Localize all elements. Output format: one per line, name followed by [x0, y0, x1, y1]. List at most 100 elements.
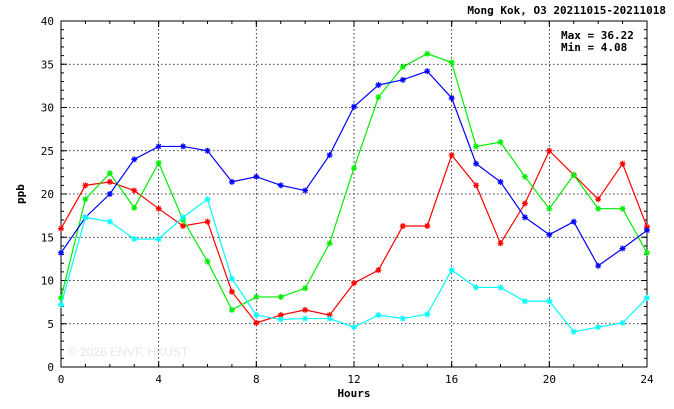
axis-ticks: 0 4 8 12 16 20 24 0 5 10 15 20 25 30 35 40 — [41, 15, 654, 386]
x-tick-label: 20 — [543, 373, 556, 386]
data-point — [253, 173, 260, 180]
data-point — [228, 306, 235, 313]
data-point — [448, 267, 455, 274]
data-point — [326, 240, 333, 247]
data-point — [253, 293, 260, 300]
x-tick-label: 12 — [347, 373, 360, 386]
data-point — [375, 82, 382, 89]
data-point — [448, 94, 455, 101]
data-point — [351, 103, 357, 110]
data-point — [399, 223, 406, 230]
data-point — [521, 200, 528, 207]
x-axis-label: Hours — [337, 387, 370, 400]
data-point — [58, 225, 64, 232]
data-point — [277, 316, 284, 323]
data-point — [473, 182, 480, 189]
data-point — [302, 187, 309, 194]
data-point — [595, 262, 602, 269]
data-point — [497, 139, 504, 146]
data-point — [644, 249, 650, 256]
data-point — [424, 50, 431, 57]
data-point — [228, 178, 235, 185]
data-point — [497, 240, 504, 247]
data-point — [253, 319, 260, 326]
data-point — [302, 285, 309, 292]
data-point — [521, 298, 528, 305]
data-point — [326, 312, 333, 319]
data-point — [448, 152, 455, 159]
x-tick-label: 16 — [445, 373, 458, 386]
data-point — [375, 94, 382, 101]
data-point — [644, 223, 650, 230]
data-point — [180, 214, 187, 221]
y-tick-label: 0 — [47, 361, 54, 374]
data-point — [326, 152, 333, 159]
series-0 — [58, 147, 650, 326]
data-point — [644, 294, 650, 301]
series-group — [58, 50, 650, 335]
data-point — [570, 218, 577, 225]
data-point — [351, 165, 357, 172]
data-point — [58, 294, 64, 301]
data-point — [644, 227, 650, 234]
data-point — [155, 235, 162, 242]
series-1 — [58, 50, 650, 313]
y-tick-label: 15 — [41, 231, 54, 244]
data-point — [399, 315, 406, 322]
data-point — [204, 218, 211, 225]
x-tick-label: 24 — [640, 373, 654, 386]
watermark: © 2026 ENVF, HKUST — [68, 345, 189, 359]
data-point — [131, 187, 138, 194]
data-point — [155, 159, 162, 166]
data-point — [497, 178, 504, 185]
y-tick-label: 25 — [41, 145, 54, 158]
data-point — [595, 205, 602, 212]
data-point — [131, 235, 138, 242]
data-point — [546, 298, 553, 305]
data-point — [58, 249, 64, 256]
data-point — [619, 205, 626, 212]
data-point — [497, 284, 504, 291]
data-point — [546, 205, 553, 212]
data-point — [619, 245, 626, 252]
data-point — [155, 205, 162, 212]
x-tick-label: 8 — [253, 373, 260, 386]
data-point — [204, 196, 211, 203]
data-point — [131, 204, 138, 211]
data-point — [521, 173, 528, 180]
data-point — [424, 68, 431, 75]
data-point — [277, 182, 284, 189]
data-point — [82, 196, 89, 203]
y-tick-label: 20 — [41, 188, 54, 201]
y-tick-label: 5 — [47, 318, 54, 331]
data-point — [204, 258, 211, 265]
data-point — [570, 328, 577, 335]
data-point — [82, 182, 89, 189]
data-point — [180, 223, 187, 230]
data-point — [106, 170, 113, 177]
min-label: Min = 4.08 — [561, 41, 627, 54]
y-tick-label: 10 — [41, 275, 54, 288]
data-point — [619, 319, 626, 326]
data-point — [546, 147, 553, 154]
data-point — [473, 160, 480, 167]
data-point — [228, 288, 235, 295]
data-point — [424, 223, 431, 230]
x-tick-label: 0 — [58, 373, 65, 386]
data-point — [546, 231, 553, 238]
data-point — [155, 143, 162, 150]
data-point — [106, 178, 113, 185]
data-point — [277, 312, 284, 319]
data-point — [106, 218, 113, 225]
data-point — [326, 315, 333, 322]
series-3 — [58, 196, 650, 335]
data-point — [473, 143, 480, 150]
series-2 — [58, 68, 650, 269]
x-tick-label: 4 — [155, 373, 162, 386]
data-point — [448, 59, 455, 66]
data-point — [595, 196, 602, 203]
data-point — [351, 280, 357, 287]
data-point — [204, 147, 211, 154]
